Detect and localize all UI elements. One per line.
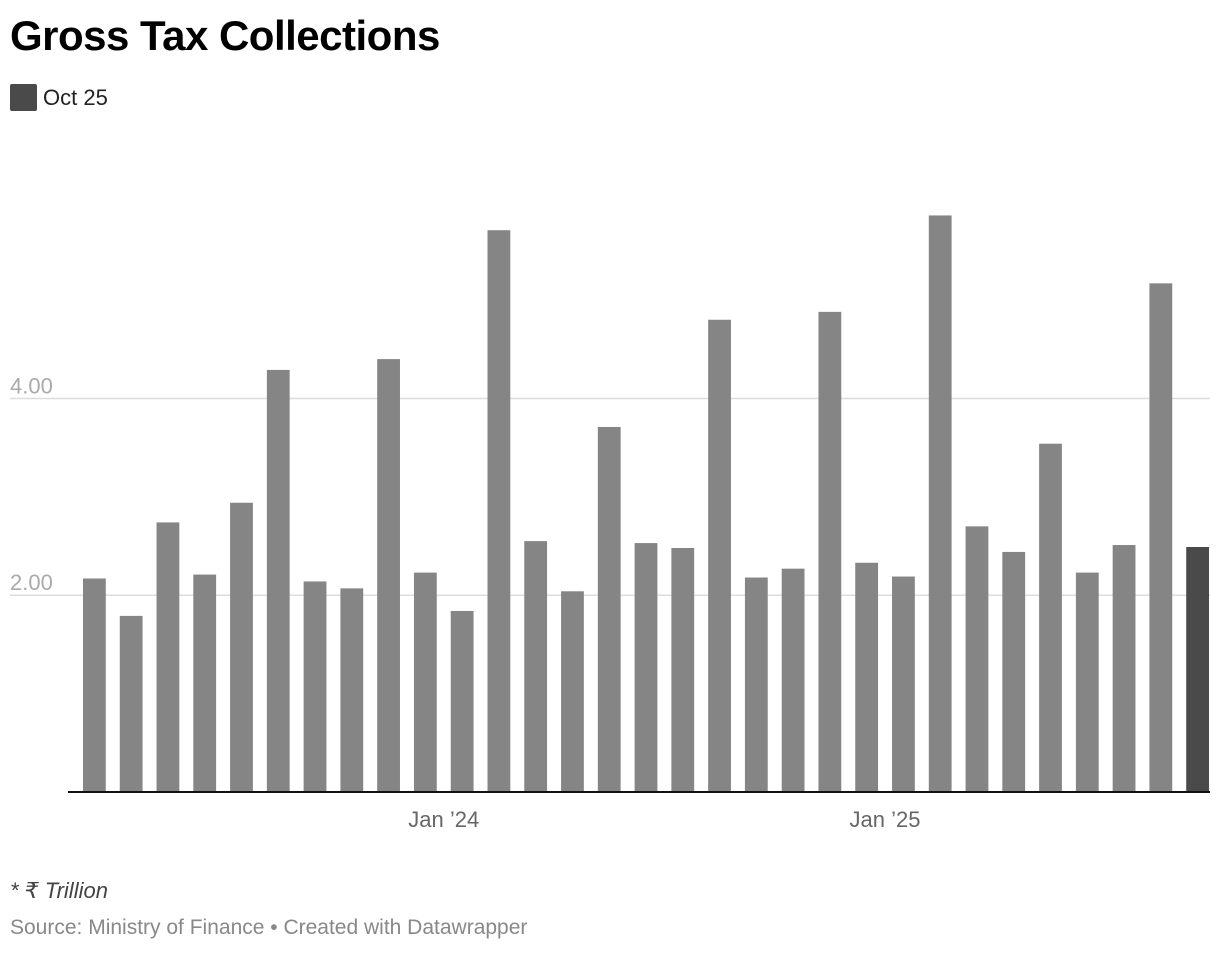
bar-dec-24	[818, 311, 842, 792]
bar-mar-24	[487, 230, 511, 793]
bar-jan-25	[855, 562, 879, 792]
bar-feb-25	[892, 576, 915, 792]
y-tick-label: 2.00	[10, 570, 53, 595]
bar-aug-24	[671, 548, 695, 792]
chart-title: Gross Tax Collections	[10, 12, 440, 59]
bar-oct-25	[1186, 547, 1210, 792]
x-tick-label: Jan ’24	[408, 807, 479, 832]
bar-apr-23	[82, 578, 106, 792]
bar-jan-24	[413, 572, 437, 792]
legend-swatch	[10, 84, 37, 111]
bar-feb-24	[450, 610, 474, 792]
bar-jul-24	[634, 543, 658, 792]
bar-jul-23	[193, 574, 217, 792]
source-credit: Source: Ministry of Finance • Created wi…	[10, 916, 528, 939]
bar-may-25	[1002, 551, 1026, 792]
bar-oct-23	[303, 581, 327, 792]
bar-nov-23	[340, 588, 364, 792]
legend-label: Oct 25	[43, 84, 108, 110]
bar-may-24	[561, 591, 584, 792]
bar-apr-25	[965, 526, 989, 792]
bar-mar-25	[928, 215, 952, 793]
bar-aug-25	[1112, 545, 1136, 792]
bar-oct-24	[744, 577, 768, 792]
bar-jun-23	[156, 522, 180, 792]
y-tick-label: 4.00	[10, 373, 53, 398]
bar-may-23	[119, 615, 143, 792]
bar-sep-24	[708, 319, 731, 792]
x-tick-label: Jan ’25	[850, 807, 921, 832]
bar-jul-25	[1075, 572, 1099, 792]
footnote: * ₹ Trillion	[10, 878, 108, 903]
bar-jun-24	[597, 426, 621, 792]
bar-apr-24	[524, 541, 548, 792]
bar-dec-23	[377, 359, 400, 792]
bar-jun-25	[1039, 443, 1062, 792]
legend: Oct 25	[10, 84, 108, 111]
bar-nov-24	[781, 568, 805, 792]
bar-chart: 2.00 4.00 Jan ’24 Jan ’25	[10, 215, 1210, 832]
bar-aug-23	[230, 502, 253, 792]
bar-sep-23	[266, 369, 290, 792]
bar-sep-25	[1149, 283, 1173, 792]
